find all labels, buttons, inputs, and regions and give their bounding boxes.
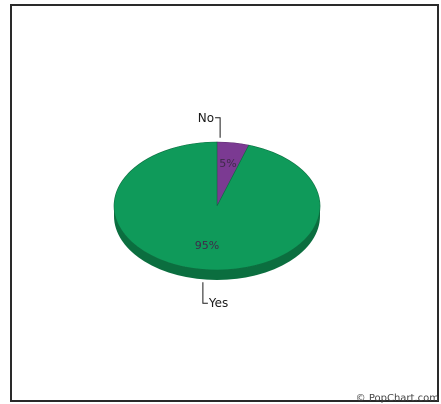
watermark: © PopChart.com bbox=[355, 393, 439, 404]
pct-label-no: 5% bbox=[219, 157, 236, 170]
slice-yes bbox=[113, 141, 321, 271]
leader-line-no bbox=[215, 117, 221, 138]
leader-line-yes bbox=[202, 282, 208, 304]
pct-label-yes: 95% bbox=[195, 239, 219, 252]
category-label-yes: Yes bbox=[208, 296, 228, 310]
category-label-no: No bbox=[198, 111, 214, 125]
